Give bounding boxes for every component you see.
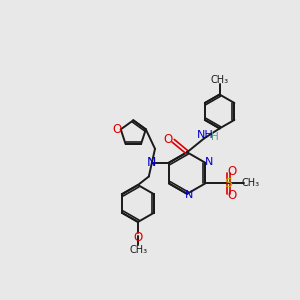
Text: O: O — [228, 188, 237, 202]
Text: H: H — [211, 132, 219, 142]
Text: O: O — [112, 123, 122, 136]
Text: NH: NH — [197, 130, 214, 140]
Text: N: N — [184, 190, 193, 200]
Text: O: O — [133, 231, 142, 244]
Text: O: O — [228, 165, 237, 178]
Text: CH₃: CH₃ — [130, 245, 148, 255]
Text: N: N — [205, 157, 213, 167]
Text: N: N — [147, 156, 157, 169]
Text: O: O — [164, 134, 173, 146]
Text: S: S — [224, 177, 232, 190]
Text: CH₃: CH₃ — [241, 178, 259, 188]
Text: CH₃: CH₃ — [211, 75, 229, 85]
